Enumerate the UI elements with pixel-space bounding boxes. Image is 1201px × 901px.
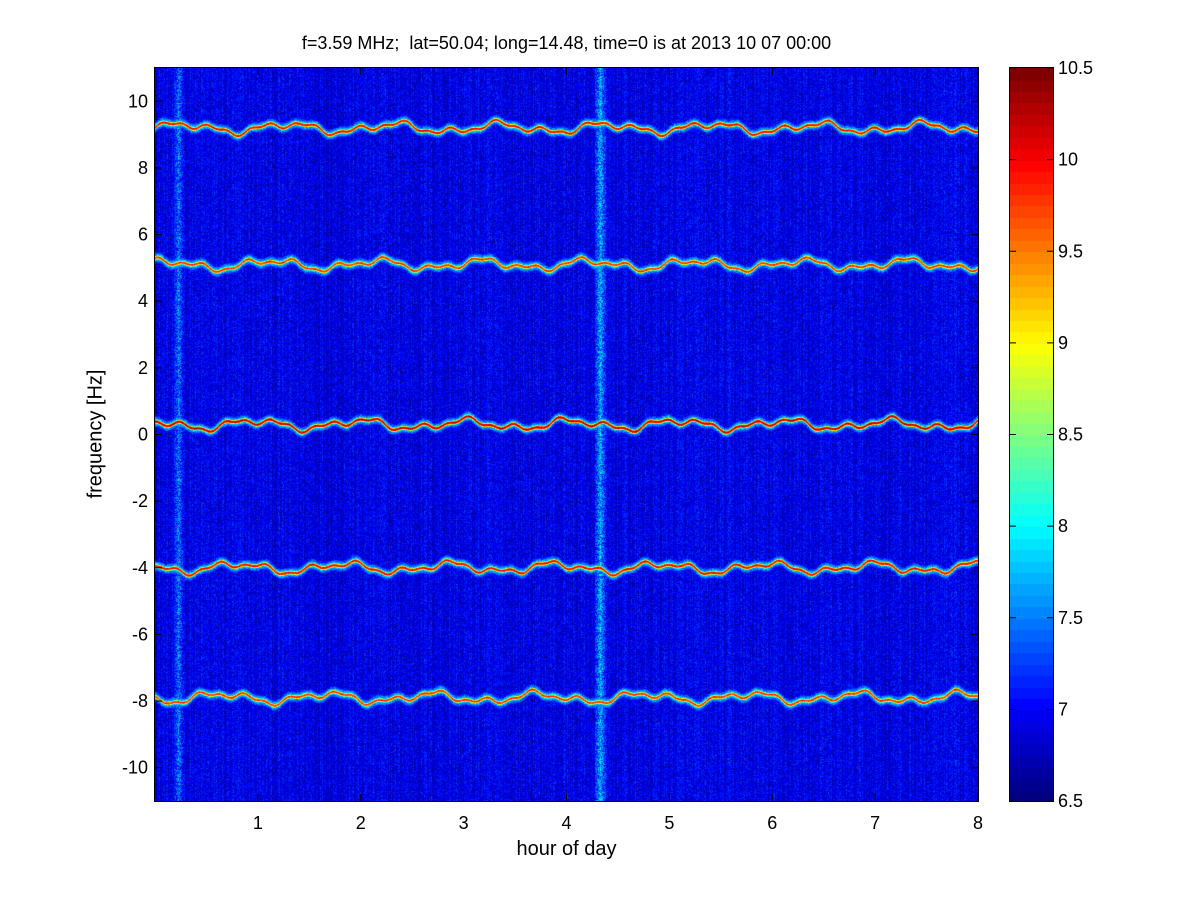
y-tick-label: 6 [138,225,148,245]
y-tick-label: -6 [132,624,148,644]
colorbar-tick-label: 8.5 [1058,425,1083,445]
colorbar-tick-label: 7 [1058,699,1068,719]
chart-title: f=3.59 MHz; lat=50.04; long=14.48, time=… [301,33,832,53]
x-tick-label: 7 [870,813,880,833]
x-axis-label: hour of day [516,838,617,860]
y-tick-label: -4 [132,558,148,578]
y-tick-label: 0 [138,425,148,445]
colorbar-tick-label: 6.5 [1058,791,1083,811]
x-tick-label: 4 [561,813,571,833]
y-axis-label: frequency [Hz] [84,369,107,499]
spectrogram-image [155,68,978,801]
y-tick-label: 10 [128,91,148,111]
colorbar-tick-label: 9 [1058,333,1068,353]
y-tick-label: 8 [138,158,148,178]
x-tick-label: 6 [767,813,777,833]
colorbar [1009,67,1054,802]
x-tick-label: 3 [459,813,469,833]
y-tick-label: 4 [138,291,148,311]
x-tick-label: 8 [973,813,983,833]
y-tick-label: 2 [138,358,148,378]
y-tick-label: -10 [122,758,148,778]
x-tick-label: 2 [356,813,366,833]
plot-area [154,67,979,802]
y-tick-label: -2 [132,491,148,511]
colorbar-tick-label: 10 [1058,150,1078,170]
x-tick-label: 5 [664,813,674,833]
colorbar-tick-label: 7.5 [1058,608,1083,628]
colorbar-tick-label: 10.5 [1058,58,1093,78]
colorbar-tick-label: 9.5 [1058,241,1083,261]
colorbar-tick-label: 8 [1058,516,1068,536]
y-tick-label: -8 [132,691,148,711]
x-tick-label: 1 [253,813,263,833]
